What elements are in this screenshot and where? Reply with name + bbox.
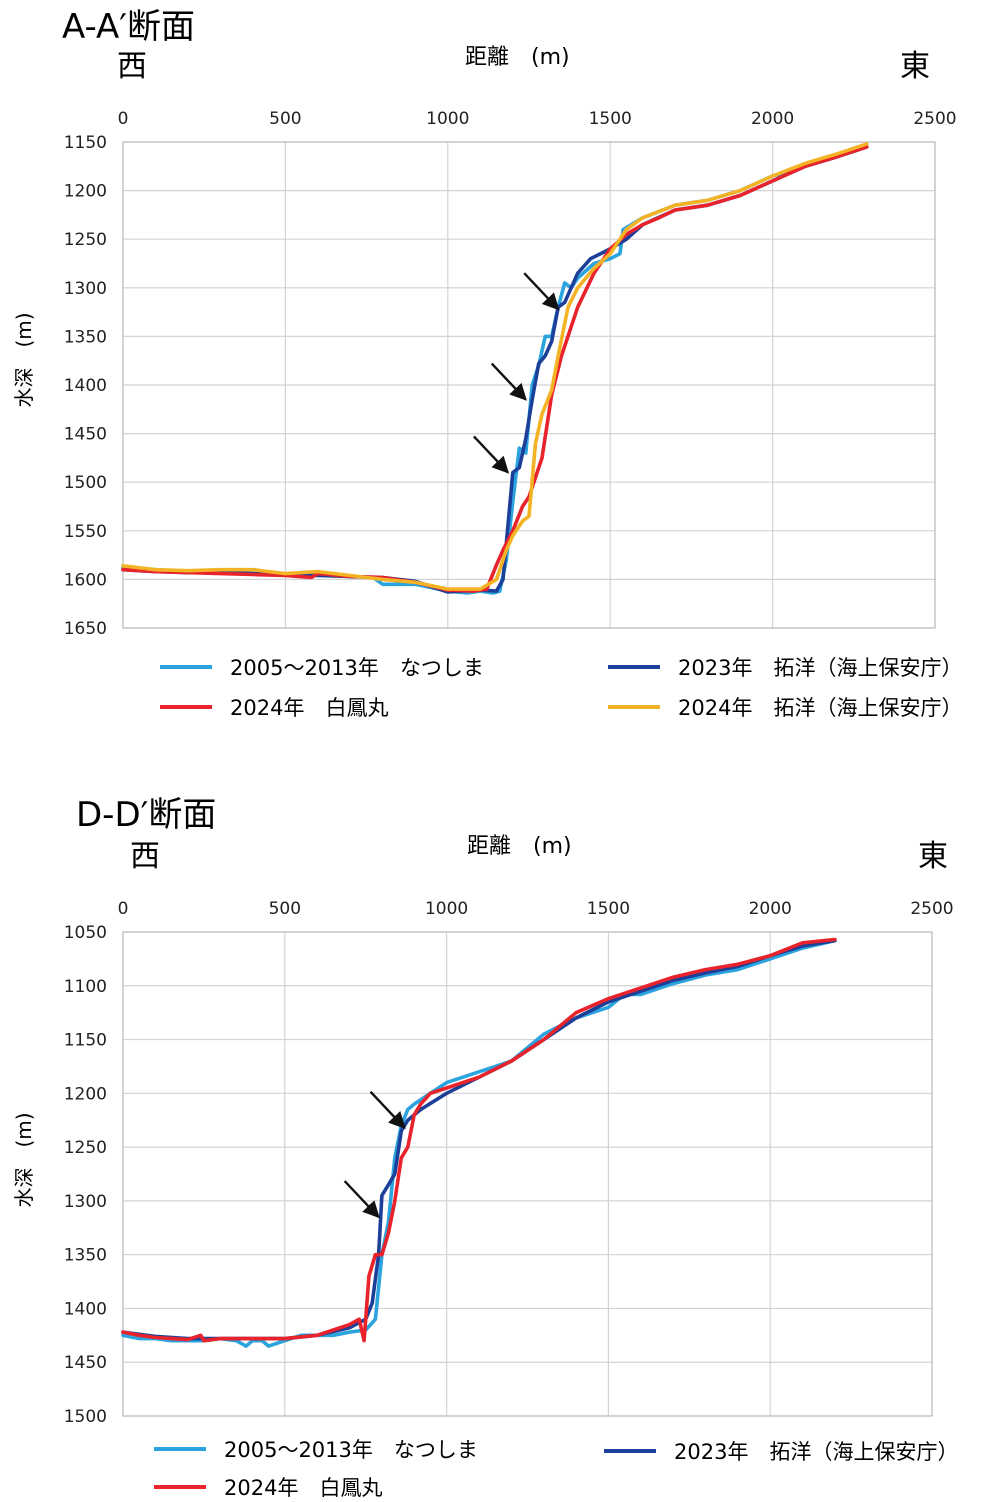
west-label: 西 <box>130 839 160 874</box>
y-tick-label: 1450 <box>64 425 107 445</box>
x-tick-label: 2000 <box>749 899 792 919</box>
annotation-arrow <box>369 1090 406 1129</box>
legend-entry: 2005～2013年 なつしま <box>154 1434 478 1464</box>
legend-swatch <box>154 1485 206 1489</box>
legend-label: 2005～2013年 なつしま <box>224 1438 478 1462</box>
legend-label: 2024年 白鳳丸 <box>230 696 389 720</box>
x-tick-label: 2000 <box>751 109 794 129</box>
chart-title: D-D′断面 <box>76 795 217 835</box>
legend-entry: 2023年 拓洋（海上保安庁） <box>604 1436 958 1466</box>
plot-frame <box>122 141 936 629</box>
y-tick-label: 1450 <box>64 1353 107 1373</box>
x-tick-label: 0 <box>118 109 129 129</box>
series-line <box>121 142 869 591</box>
y-tick-label: 1400 <box>64 376 107 396</box>
legend-label: 2023年 拓洋（海上保安庁） <box>674 1440 959 1464</box>
y-tick-label: 1600 <box>64 570 107 590</box>
legend-label: 2023年 拓洋（海上保安庁） <box>678 656 963 680</box>
annotation-arrow <box>523 272 560 311</box>
chart-title: A-A′断面 <box>62 7 196 47</box>
legend-entry: 2024年 白鳳丸 <box>154 1472 382 1502</box>
y-tick-label: 1500 <box>64 1407 107 1427</box>
y-tick-label: 1250 <box>64 1138 107 1158</box>
x-axis-title: 距離 (m) <box>467 834 572 859</box>
annotation-arrow <box>473 435 510 474</box>
x-tick-label: 0 <box>118 899 129 919</box>
legend-entry: 2023年 拓洋（海上保安庁） <box>608 652 962 682</box>
series-line <box>121 938 837 1348</box>
legend-label: 2005～2013年 なつしま <box>230 656 484 680</box>
y-tick-label: 1500 <box>64 473 107 493</box>
legend-swatch <box>160 665 212 669</box>
legend-swatch <box>604 1449 656 1453</box>
x-tick-label: 2500 <box>910 899 953 919</box>
y-tick-label: 1250 <box>64 230 107 250</box>
x-tick-label: 1500 <box>587 899 630 919</box>
y-tick-label: 1100 <box>64 977 107 997</box>
y-tick-label: 1300 <box>64 1192 107 1212</box>
east-label: 東 <box>900 49 930 84</box>
y-tick-label: 1550 <box>64 522 107 542</box>
legend-swatch <box>608 665 660 669</box>
legend-label: 2024年 拓洋（海上保安庁） <box>678 696 963 720</box>
east-label: 東 <box>918 839 948 874</box>
y-tick-label: 1650 <box>64 619 107 639</box>
legend-swatch <box>160 705 212 709</box>
legend-label: 2024年 白鳳丸 <box>224 1476 383 1500</box>
y-tick-label: 1400 <box>64 1299 107 1319</box>
legend-entry: 2005～2013年 なつしま <box>160 652 484 682</box>
y-tick-label: 1200 <box>64 182 107 202</box>
legend-entry: 2024年 拓洋（海上保安庁） <box>608 692 962 722</box>
legend-swatch <box>154 1447 206 1451</box>
y-tick-label: 1300 <box>64 279 107 299</box>
chart-plot: 0 500 1000 1500 2000 2500 1150 1200 1250 1300 1350… <box>64 109 957 639</box>
plot-frame <box>122 931 933 1417</box>
x-tick-label: 1000 <box>425 899 468 919</box>
x-tick-label: 500 <box>269 899 301 919</box>
y-tick-label: 1350 <box>64 327 107 347</box>
x-tick-label: 2500 <box>913 109 956 129</box>
y-tick-label: 1050 <box>64 923 107 943</box>
y-tick-label: 1150 <box>64 1031 107 1051</box>
series-line <box>121 938 837 1341</box>
annotation-arrow <box>490 362 527 401</box>
series-line <box>121 145 869 593</box>
y-tick-label: 1200 <box>64 1084 107 1104</box>
legend-entry: 2024年 白鳳丸 <box>160 692 388 722</box>
x-tick-label: 500 <box>269 109 301 129</box>
annotation-arrow <box>343 1180 380 1219</box>
chart-panel-aa: A-A′断面 西 東 距離 (m) 水深 (m) 0 500 1000 1500 200… <box>0 0 1000 740</box>
y-tick-label: 1150 <box>64 133 107 153</box>
x-tick-label: 1000 <box>426 109 469 129</box>
west-label: 西 <box>117 49 147 84</box>
y-tick-label: 1350 <box>64 1246 107 1266</box>
series-line <box>121 937 837 1343</box>
x-tick-label: 1500 <box>589 109 632 129</box>
x-axis-title: 距離 (m) <box>465 45 570 70</box>
legend-swatch <box>608 705 660 709</box>
